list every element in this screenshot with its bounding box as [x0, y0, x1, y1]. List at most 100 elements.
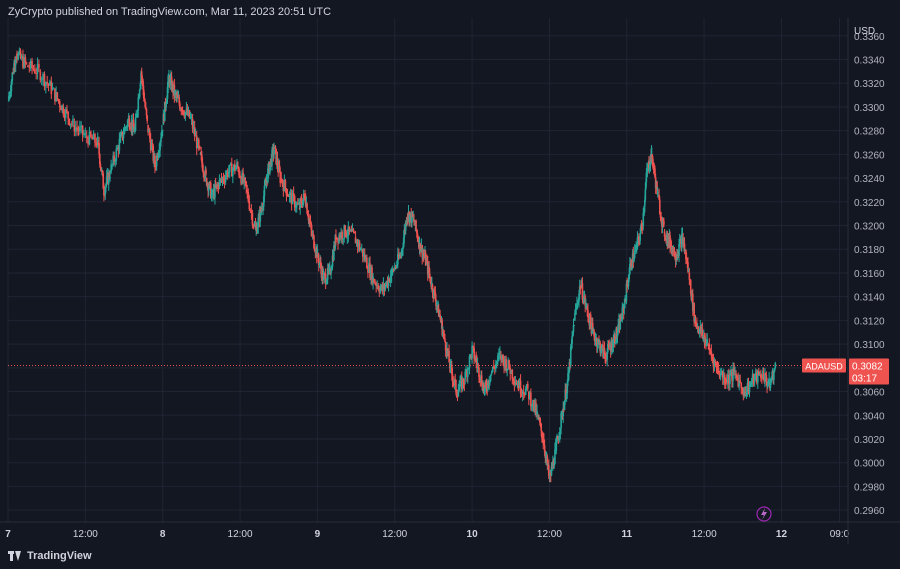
candle-body — [387, 278, 390, 286]
candle-body — [9, 91, 12, 95]
candle-body — [488, 382, 491, 385]
candle-body — [638, 237, 640, 241]
candle-body — [515, 382, 518, 385]
candle-body — [767, 384, 770, 386]
candle-body — [120, 131, 123, 135]
candle-body — [291, 192, 294, 205]
candle-body — [194, 135, 197, 137]
candle-body — [497, 355, 499, 362]
candle-body — [534, 403, 536, 411]
x-tick-label: 12:00 — [73, 529, 98, 540]
candle-body — [354, 237, 357, 244]
candle-body — [298, 203, 300, 205]
candle-body — [238, 168, 240, 176]
candle-body — [455, 380, 457, 393]
candle-body — [729, 375, 731, 384]
candle-body — [201, 162, 204, 171]
candle-body — [304, 195, 307, 207]
tradingview-logo[interactable]: TradingView — [8, 550, 92, 562]
candle-body — [211, 189, 213, 193]
candle-body — [458, 387, 460, 391]
candle-body — [168, 74, 170, 77]
candle-body — [290, 192, 293, 205]
candle-body — [562, 408, 564, 417]
candle-body — [355, 240, 358, 244]
candle-body — [271, 149, 273, 166]
candle-body — [193, 127, 196, 137]
candle-body — [263, 185, 266, 197]
candle-body — [743, 386, 746, 397]
candle-body — [478, 377, 481, 380]
candle-body — [559, 428, 562, 434]
candle-body — [342, 238, 344, 240]
candle-body — [431, 282, 433, 287]
candle-body — [404, 221, 407, 231]
y-tick-label: 0.3340 — [854, 56, 885, 67]
candle-body — [24, 57, 27, 63]
candle-body — [151, 144, 154, 146]
candle-body — [757, 371, 760, 376]
candle-body — [195, 135, 198, 149]
candle-body — [20, 56, 23, 59]
candle-body — [87, 138, 89, 145]
candle-body — [64, 109, 67, 118]
y-tick-label: 0.3260 — [854, 150, 885, 161]
candle-body — [650, 147, 653, 162]
candle-body — [209, 182, 211, 184]
candle-body — [607, 343, 610, 345]
candle-body — [605, 359, 608, 361]
candle-body — [339, 235, 341, 239]
candle-body — [613, 335, 616, 344]
candle-body — [500, 355, 502, 360]
candle-body — [744, 391, 747, 396]
candle-body — [647, 164, 649, 171]
candle-body — [351, 229, 354, 232]
candle-body — [368, 263, 370, 273]
candle-body — [104, 188, 107, 195]
lightning-icon[interactable] — [756, 506, 772, 522]
candle-body — [400, 255, 402, 257]
candle-body — [713, 360, 716, 367]
candle-body — [284, 180, 287, 189]
candle-body — [400, 250, 403, 256]
candle-body — [101, 170, 104, 174]
candle-body — [563, 400, 566, 410]
candle-body — [363, 252, 365, 257]
candle-body — [685, 249, 687, 260]
candle-body — [165, 103, 167, 108]
candle-body — [17, 53, 19, 60]
candle-body — [215, 184, 218, 187]
candle-body — [421, 245, 424, 258]
candle-body — [634, 248, 637, 251]
candle-body — [273, 149, 275, 155]
candle-body — [226, 171, 229, 177]
candle-body — [535, 403, 537, 415]
candle-body — [633, 258, 635, 262]
candle-body — [507, 360, 509, 369]
candle-body — [251, 212, 254, 225]
candle-body — [136, 110, 139, 115]
candle-body — [626, 283, 628, 286]
candle-body — [511, 369, 514, 380]
candle-body — [54, 88, 56, 102]
candle-body — [723, 375, 726, 384]
candle-body — [550, 466, 553, 476]
candle-body — [269, 164, 271, 173]
candle-body — [121, 131, 124, 139]
candle-body — [411, 212, 413, 224]
candle-body — [433, 288, 435, 297]
candle-body — [376, 285, 379, 287]
candle-body — [115, 148, 118, 162]
y-tick-label: 0.3140 — [854, 293, 885, 304]
candle-body — [470, 354, 473, 358]
candle-body — [720, 371, 723, 374]
candle-body — [142, 80, 144, 90]
price-chart[interactable]: 0.3360 0.3340 0.3320 0.3300 0.3280 0.3260 0.32… — [0, 18, 900, 544]
candle-body — [642, 212, 645, 226]
candle-body — [125, 126, 128, 128]
candle-body — [384, 284, 387, 289]
candle-body — [513, 381, 516, 385]
candle-body — [347, 226, 350, 236]
candle-body — [13, 63, 15, 74]
chart-svg[interactable]: 0.3360 0.3340 0.3320 0.3300 0.3280 0.3260 0.32… — [0, 18, 900, 544]
